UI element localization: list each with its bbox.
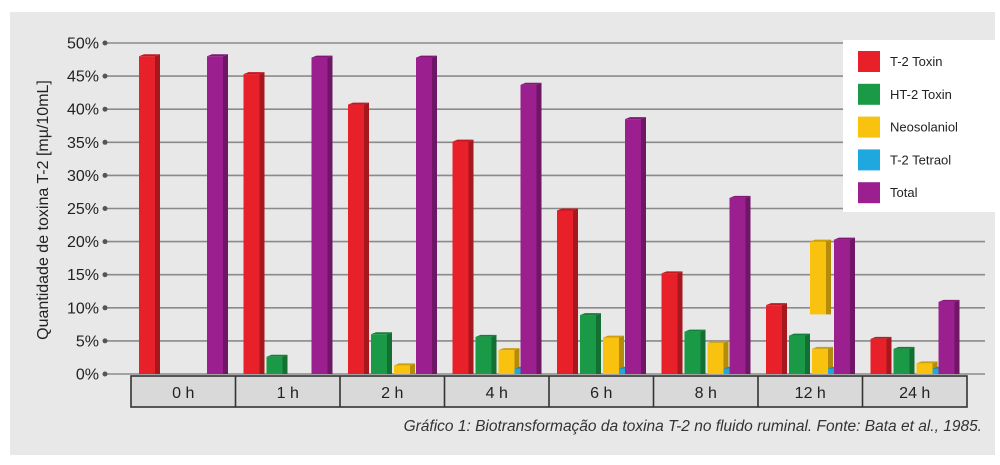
bar-ht-2-toxin-4h <box>475 334 497 374</box>
legend-label: HT-2 Toxin <box>890 87 952 102</box>
y-tick-label: 35% <box>67 135 99 152</box>
tick-marker <box>102 172 108 178</box>
y-tick-label: 10% <box>67 300 99 317</box>
bar-neosolaniol-8h <box>707 340 729 374</box>
bar-neosolaniol-2h <box>394 363 415 374</box>
bars <box>139 54 960 375</box>
x-tick-label: 2 h <box>381 385 403 402</box>
legend-swatch <box>858 51 880 72</box>
legend-label: Neosolaniol <box>890 120 958 135</box>
tick-marker <box>102 73 108 79</box>
y-tick-label: 5% <box>76 333 99 350</box>
bar-ht-2-toxin-12h <box>789 333 810 374</box>
chart-caption: Gráfico 1: Biotransformação da toxina T-… <box>403 418 982 435</box>
y-tick-label: 50% <box>67 36 99 53</box>
y-tick-label: 45% <box>67 69 99 86</box>
legend-label: T-2 Tetraol <box>890 152 951 167</box>
tick-marker <box>102 206 108 211</box>
bar-total-8h <box>729 195 751 374</box>
tick-marker <box>102 239 108 245</box>
tick-marker <box>102 272 108 278</box>
y-tick-label: 20% <box>67 234 99 251</box>
bar-t-2-toxin-8h <box>661 271 683 374</box>
bar-ht-2-toxin-1h <box>266 354 288 374</box>
y-tick-label: 0% <box>76 367 99 384</box>
legend-label: T-2 Toxin <box>890 54 943 69</box>
bar-t-2-toxin-6h <box>557 208 578 374</box>
bar-total-4h <box>520 82 542 375</box>
y-axis-ticks: 0% 5% 10% 15% 20% 25% 30% 35% 40% 45% 50% <box>67 36 99 384</box>
legend: T-2 Toxin HT-2 Toxin Neosolaniol T-2 Tetrao… <box>843 40 995 212</box>
bar-ht-2-toxin-8h <box>684 329 706 374</box>
x-tick-label: 0 h <box>172 385 194 402</box>
tick-marker <box>102 106 108 112</box>
bar-total-0h <box>207 54 228 375</box>
bar-t-2-toxin-0h <box>139 54 160 375</box>
tick-marker <box>102 139 108 145</box>
x-tick-label: 8 h <box>695 385 717 402</box>
legend-swatch <box>858 149 880 171</box>
y-tick-label: 40% <box>67 102 99 119</box>
x-tick-label: 1 h <box>277 385 299 402</box>
tick-marker <box>102 305 108 311</box>
y-tick-label: 30% <box>67 168 99 185</box>
y-tick-label: 15% <box>67 267 99 284</box>
legend-swatch <box>858 182 880 204</box>
bar-t-2-toxin-24h <box>870 336 892 374</box>
x-tick-label: 24 h <box>899 385 930 402</box>
legend-label: Total <box>890 185 918 200</box>
tick-marker <box>102 371 108 377</box>
bar-t-2-toxin-1h <box>243 72 265 374</box>
bar-neosolaniol-12h <box>812 346 833 374</box>
x-tick-label: 6 h <box>590 385 612 402</box>
tick-marker <box>102 40 108 46</box>
x-axis: 0 h 1 h 2 h 4 h 6 h 8 h 12 h 24 h <box>130 375 968 408</box>
x-tick-label: 4 h <box>486 385 508 402</box>
bar-total-2h <box>416 55 437 375</box>
y-axis-title: Quantidade de toxina T-2 [mµ/10mL] <box>35 80 52 340</box>
bar-total-24h <box>938 299 960 374</box>
bar-neosolaniol-6h <box>603 335 624 374</box>
bar-ht-2-toxin-6h <box>580 313 601 374</box>
bar-t-2-toxin-4h <box>452 139 474 374</box>
tick-marker <box>102 338 108 344</box>
bar-total-6h <box>625 117 646 374</box>
bar-t-2-toxin-12h <box>766 303 787 374</box>
bar-ht-2-toxin-2h <box>371 332 392 374</box>
bar-ht-2-toxin-24h <box>893 346 915 374</box>
y-tick-label: 25% <box>67 201 99 218</box>
bar-total-12h <box>834 237 855 374</box>
legend-swatch <box>858 83 880 105</box>
bar-neosolaniol-floating-12h <box>810 239 831 315</box>
legend-swatch <box>858 116 880 138</box>
x-tick-label: 12 h <box>795 385 826 402</box>
bar-t-2-toxin-2h <box>348 102 369 374</box>
bar-total-1h <box>311 55 333 375</box>
